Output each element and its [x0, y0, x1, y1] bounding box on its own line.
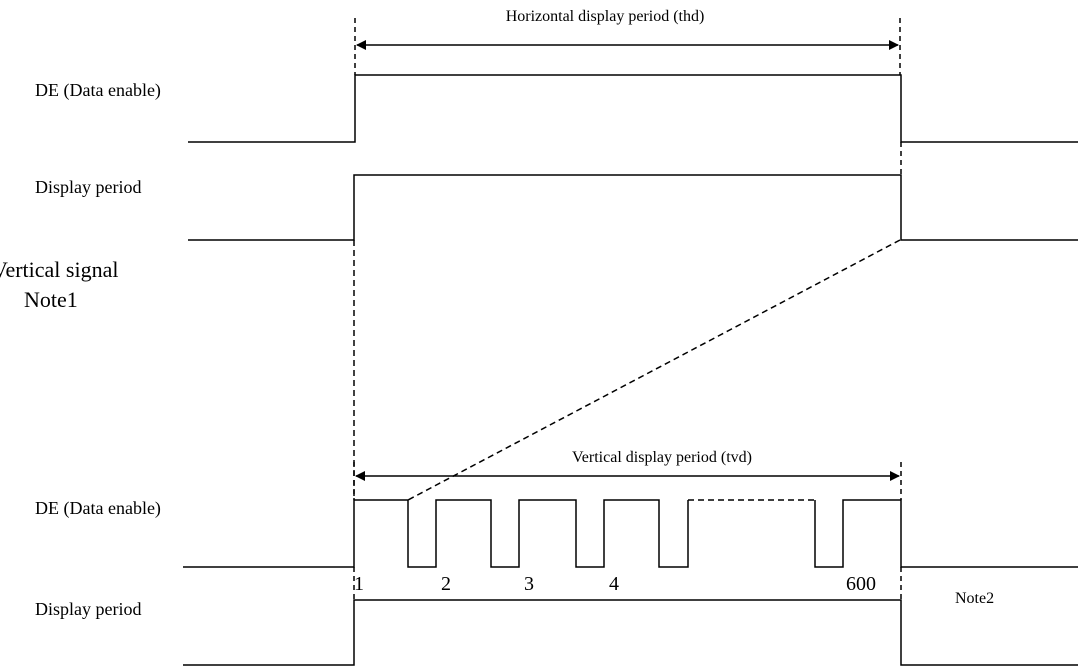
vertical-display-waveform: [183, 599, 1078, 666]
vertical-de-waveform-end: [814, 499, 1078, 568]
vertical-period-label: Vertical display period (tvd): [572, 449, 752, 466]
horizontal-de-label: DE (Data enable): [35, 80, 161, 101]
line-number: 2: [441, 573, 451, 595]
note2-label: Note2: [955, 590, 994, 607]
vertical-display-label: Display period: [35, 599, 141, 619]
horizontal-period-label: Horizontal display period (thd): [506, 8, 705, 25]
line-number: 4: [609, 573, 619, 595]
horizontal-de-waveform: [188, 74, 1078, 143]
line-number: 600: [846, 573, 876, 595]
projection-line-diagonal: [407, 239, 901, 501]
horizontal-display-label: Display period: [35, 177, 141, 197]
line-number: 3: [524, 573, 534, 595]
note1-label: Note1: [24, 287, 78, 312]
vertical-signal-label: Vertical signal: [0, 257, 118, 282]
vertical-de-label: DE (Data enable): [35, 498, 161, 519]
horizontal-display-waveform: [188, 174, 1078, 241]
line-number: 1: [354, 573, 364, 595]
vertical-de-waveform-start: [183, 499, 689, 568]
